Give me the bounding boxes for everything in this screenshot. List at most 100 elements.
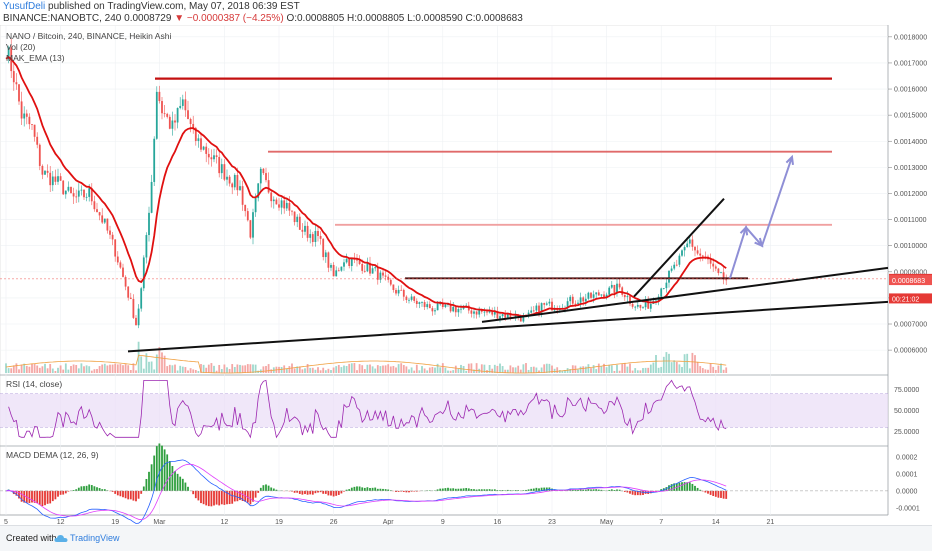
candle-body xyxy=(395,290,397,293)
price-tick-label: 0.0017000 xyxy=(894,60,927,67)
macd-hist-bar xyxy=(546,488,548,491)
candle-body xyxy=(203,147,205,150)
volume-bar xyxy=(593,365,595,373)
candle-body xyxy=(424,302,426,307)
candle-body xyxy=(411,297,413,300)
volume-bar xyxy=(601,366,603,373)
legend-title: NANO / Bitcoin, 240, BINANCE, Heikin Ash… xyxy=(6,31,171,41)
candle-body xyxy=(671,269,673,271)
macd-hist-bar xyxy=(712,491,714,496)
volume-bar xyxy=(455,366,457,373)
candle-body xyxy=(133,299,135,318)
macd-hist-bar xyxy=(55,491,57,499)
macd-hist-bar xyxy=(224,491,226,505)
volume-bar xyxy=(112,365,114,373)
macd-hist-bar xyxy=(179,477,181,491)
chart-canvas[interactable]: 0.00180000.00170000.00160000.00150000.00… xyxy=(0,25,932,525)
macd-hist-bar xyxy=(356,486,358,490)
candle-body xyxy=(216,155,218,157)
macd-hist-bar xyxy=(439,489,441,491)
macd-hist-bar xyxy=(361,487,363,490)
volume-bar xyxy=(554,369,556,373)
volume-bar xyxy=(78,368,80,373)
candle-body xyxy=(598,292,600,295)
candle-body xyxy=(307,226,309,238)
candle-body xyxy=(484,312,486,313)
candle-body xyxy=(499,316,501,318)
volume-bar xyxy=(559,370,561,373)
volume-bar xyxy=(679,364,681,373)
candle-body xyxy=(289,203,291,211)
volume-bar xyxy=(614,371,616,373)
candle-body xyxy=(16,82,18,84)
candle-body xyxy=(242,186,244,205)
volume-bar xyxy=(530,367,532,373)
candle-body xyxy=(164,113,166,114)
volume-bar xyxy=(468,364,470,373)
footer-brand-link[interactable]: TradingView xyxy=(70,533,120,543)
volume-bar xyxy=(725,367,727,373)
volume-bar xyxy=(447,371,449,373)
volume-bar xyxy=(369,365,371,373)
macd-hist-bar xyxy=(156,446,158,491)
volume-bar xyxy=(208,365,210,373)
volume-bar xyxy=(621,364,623,373)
volume-bar xyxy=(705,369,707,373)
candle-body xyxy=(70,187,72,193)
candle-body xyxy=(117,257,119,263)
candle-body xyxy=(172,121,174,129)
candle-body xyxy=(135,318,137,325)
volume-bar xyxy=(263,366,265,373)
candle-body xyxy=(580,297,582,302)
candle-body xyxy=(263,169,265,173)
volume-bar xyxy=(520,370,522,373)
macd-hist-bar xyxy=(117,491,119,495)
author-link[interactable]: YusufDeli xyxy=(3,1,45,12)
candle-body xyxy=(426,304,428,307)
volume-bar xyxy=(73,365,75,373)
macd-hist-bar xyxy=(629,491,631,494)
macd-hist-bar xyxy=(408,491,410,492)
volume-bar xyxy=(62,370,64,373)
volume-bar xyxy=(341,367,343,373)
candle-body xyxy=(42,166,44,175)
candle-body xyxy=(198,138,200,141)
price-tick-label: 0.0012000 xyxy=(894,191,927,198)
candle-body xyxy=(668,271,670,283)
candle-body xyxy=(434,310,436,311)
macd-hist-bar xyxy=(374,488,376,491)
volume-bar xyxy=(117,364,119,373)
volume-bar xyxy=(424,368,426,373)
macd-hist-bar xyxy=(200,491,202,503)
candle-body xyxy=(13,71,15,82)
candle-body xyxy=(36,137,38,145)
volume-bar xyxy=(359,364,361,373)
footer-created: Created with xyxy=(6,533,57,543)
volume-bar xyxy=(338,365,340,373)
candle-body xyxy=(367,263,369,271)
volume-bar xyxy=(333,368,335,373)
volume-bar xyxy=(125,364,127,373)
macd-hist-bar xyxy=(380,489,382,491)
volume-bar xyxy=(377,365,379,373)
candle-body xyxy=(348,259,350,266)
macd-hist-bar xyxy=(78,488,80,491)
volume-bar xyxy=(361,365,363,373)
volume-bar xyxy=(250,364,252,373)
macd-hist-bar xyxy=(445,488,447,491)
volume-bar xyxy=(52,369,54,373)
volume-bar xyxy=(34,364,36,373)
candle-body xyxy=(229,177,231,184)
volume-bar xyxy=(335,366,337,373)
volume-bar xyxy=(161,352,163,373)
volume-bar xyxy=(5,363,7,373)
candle-body xyxy=(99,212,101,215)
candle-body xyxy=(244,205,246,211)
macd-hist-bar xyxy=(260,488,262,491)
volume-bar xyxy=(387,364,389,373)
volume-bar xyxy=(380,366,382,373)
candle-body xyxy=(660,288,662,296)
candle-body xyxy=(725,279,727,280)
volume-bar xyxy=(666,352,668,373)
